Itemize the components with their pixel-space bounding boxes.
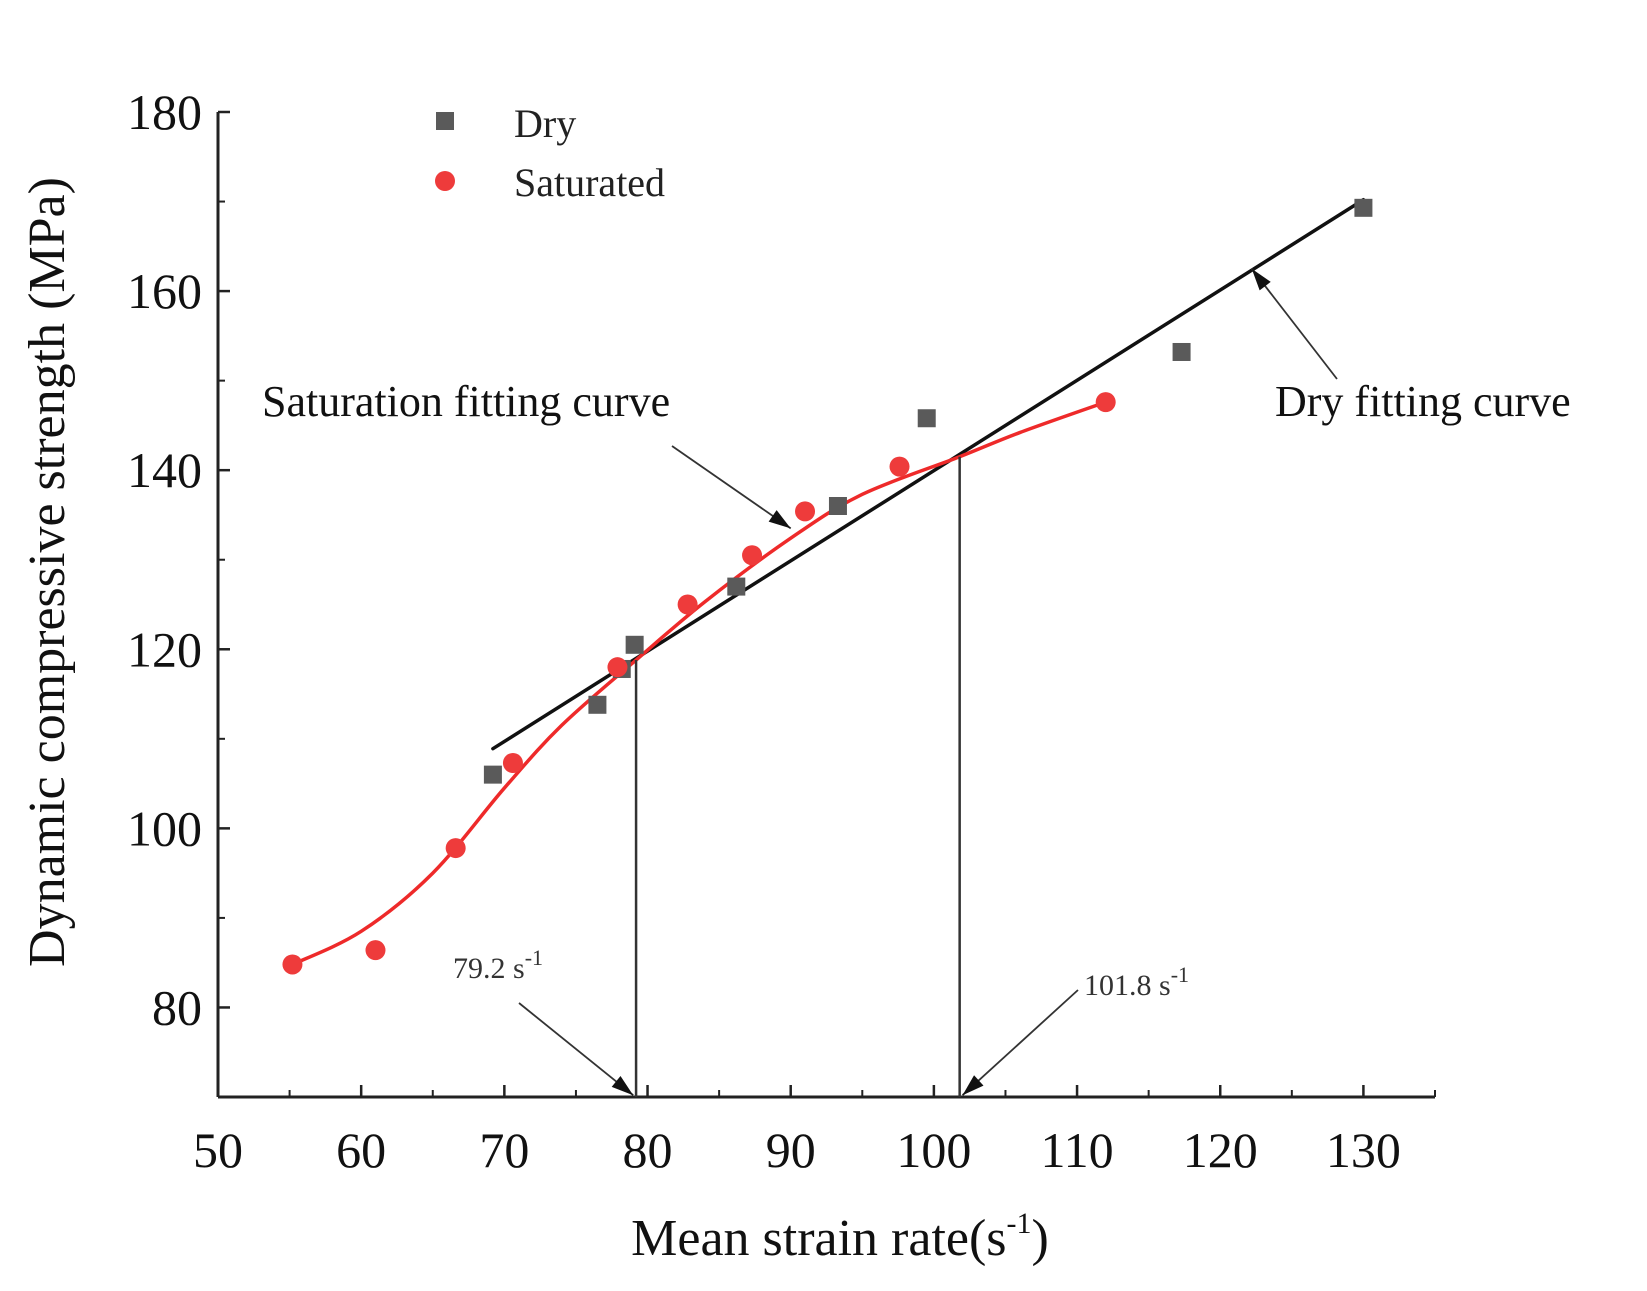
point-dry: [483, 765, 502, 784]
annotation-79-2-text: 79.2 s: [453, 952, 525, 985]
y-tick-label-120: 120: [127, 621, 202, 677]
point-saturated: [889, 456, 910, 477]
y-axis-title: Dynamic compressive strength (MPa): [19, 177, 76, 967]
point-saturated: [607, 657, 628, 678]
y-tick-label-160: 160: [127, 263, 202, 319]
y-tick-label-140: 140: [127, 442, 202, 498]
x-tick-label-90: 90: [766, 1122, 816, 1178]
y-tick-label-80: 80: [152, 979, 202, 1035]
y-tick-label-180: 180: [127, 84, 202, 140]
arrow-head-3: [962, 1075, 984, 1096]
point-saturated: [1095, 392, 1116, 413]
annotation-dry-fit: Dry fitting curve: [1275, 377, 1571, 426]
point-dry: [625, 635, 644, 654]
annotation-arrows: [518, 268, 1338, 1096]
point-dry: [917, 409, 936, 428]
arrow-head-0: [768, 510, 791, 529]
x-axis-title-end: ): [1032, 1210, 1049, 1267]
annotation-79-2-sup: -1: [525, 945, 543, 970]
x-tick-label-110: 110: [1040, 1122, 1113, 1178]
arrow-line-1: [1251, 268, 1338, 380]
saturation-fitting-curve: [290, 400, 1108, 967]
annotation-101-8-sup: -1: [1171, 962, 1189, 987]
legend-label-dry: Dry: [514, 101, 576, 146]
arrow-line-0: [671, 445, 792, 530]
x-tick-label-120: 120: [1183, 1122, 1258, 1178]
point-saturated: [445, 838, 466, 859]
legend-label-saturated: Saturated: [514, 160, 665, 205]
annotations: Saturation fitting curve Dry fitting cur…: [262, 268, 1571, 1096]
y-tick-label-100: 100: [127, 800, 202, 856]
point-saturated: [795, 501, 816, 522]
x-tick-label-80: 80: [623, 1122, 673, 1178]
point-dry: [1172, 342, 1191, 361]
legend: Dry Saturated: [435, 101, 665, 205]
x-tick-label-60: 60: [336, 1122, 386, 1178]
point-dry: [1354, 198, 1373, 217]
annotation-79-2: 79.2 s-1: [453, 945, 543, 985]
annotation-101-8-text: 101.8 s: [1084, 969, 1171, 1002]
point-saturated: [502, 752, 523, 773]
x-tick-label-70: 70: [479, 1122, 529, 1178]
x-axis-title-text: Mean strain rate(s: [631, 1210, 1006, 1267]
arrow-line-2: [518, 1002, 634, 1096]
arrow-head-2: [611, 1075, 634, 1096]
x-axis-title: Mean strain rate(s-1): [631, 1207, 1049, 1267]
legend-marker-dry: [436, 112, 454, 130]
point-saturated: [282, 954, 303, 975]
x-tick-label-130: 130: [1326, 1122, 1401, 1178]
annotation-101-8: 101.8 s-1: [1084, 962, 1189, 1002]
fit-curves: [290, 198, 1366, 967]
arrow-line-3: [961, 989, 1079, 1096]
legend-marker-saturated: [435, 171, 455, 191]
point-dry: [727, 577, 746, 596]
point-dry: [588, 695, 607, 714]
arrow-head-1: [1251, 268, 1271, 291]
point-saturated: [742, 545, 763, 566]
point-dry: [828, 497, 847, 515]
axes: 50 60 70 80 90 100 110 120 130 80 100 120 140 160 180: [127, 84, 1436, 1178]
annotation-saturation-fit: Saturation fitting curve: [262, 377, 670, 426]
reference-lines: [634, 456, 961, 1097]
x-tick-label-50: 50: [193, 1122, 243, 1178]
x-tick-label-100: 100: [896, 1122, 971, 1178]
x-axis-title-sup: -1: [1007, 1207, 1032, 1240]
data-points: [282, 198, 1373, 975]
point-saturated: [677, 594, 698, 615]
point-saturated: [365, 940, 386, 961]
